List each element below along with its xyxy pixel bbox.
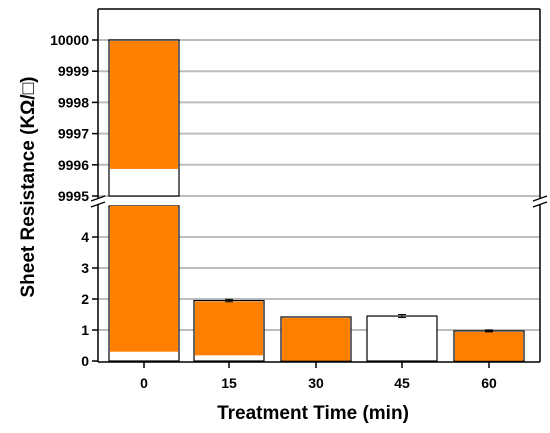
y-tick-label: 10000 (50, 32, 89, 48)
axis-break-mark (90, 201, 106, 208)
axis-break-mark (532, 195, 548, 202)
y-tick-label: 2 (81, 291, 89, 307)
plot-frame (90, 8, 548, 368)
x-tick-label: 60 (481, 375, 497, 391)
x-tick-labels: 0 15 30 45 60 (140, 375, 497, 391)
axis-break-gap (90, 198, 106, 205)
y-tick-label: 9997 (58, 126, 89, 142)
y-tick-label: 0 (81, 353, 89, 369)
y-tick-label: 9996 (58, 157, 89, 173)
x-tick-label: 45 (394, 375, 410, 391)
bars (108, 39, 525, 362)
axis-break-mark (90, 195, 106, 202)
y-tick-label: 9998 (58, 94, 89, 110)
bar-upper-fill (110, 41, 178, 169)
axis-break-mark (532, 201, 548, 208)
y-axis-title: Sheet Resistance (KΩ/□) (18, 77, 39, 298)
y-tick-labels: 9995 9996 9997 9998 9999 10000 0 1 2 3 4 (50, 32, 89, 369)
x-axis-title: Treatment Time (min) (217, 403, 409, 424)
y-tick-label: 4 (81, 229, 89, 245)
y-tick-label: 1 (81, 322, 89, 338)
x-tick-label: 15 (221, 375, 237, 391)
y-tick-label: 9999 (58, 63, 89, 79)
bar-fill (282, 317, 350, 361)
x-tick-label: 0 (140, 375, 148, 391)
bar (366, 315, 438, 362)
bar-lower-fill (110, 206, 178, 352)
y-tick-label: 9995 (58, 188, 89, 204)
bar-fill (455, 331, 523, 361)
x-tick-label: 30 (308, 375, 324, 391)
bar-fill (195, 301, 263, 356)
axis-break-gap (532, 198, 548, 205)
y-tick-label: 3 (81, 260, 89, 276)
